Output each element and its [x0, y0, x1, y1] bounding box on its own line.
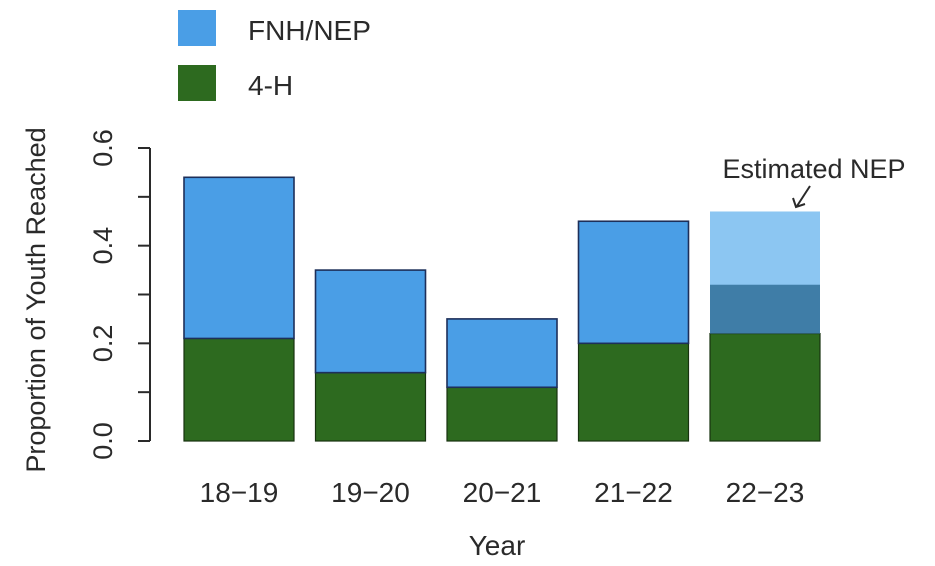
- legend: FNH/NEP 4-H: [178, 10, 371, 101]
- bar-fnh-nep-19-20: [314, 269, 427, 374]
- y-tick-label: 0.4: [88, 227, 118, 265]
- legend-label-4h: 4-H: [248, 70, 293, 101]
- bar-fnh-nep-21-22: [577, 220, 690, 345]
- x-tick-label: 22−23: [726, 477, 805, 508]
- bar-4h-21-22: [577, 342, 690, 442]
- bar-fnh-nep-22-23: [710, 284, 820, 334]
- x-tick-label: 18−19: [200, 477, 279, 508]
- bar-4h-18-19: [183, 337, 295, 442]
- y-axis: 0.0 0.2 0.4 0.6 Proportion of Youth Reached: [21, 127, 151, 473]
- bar-fnh-nep-18-19: [183, 176, 295, 340]
- legend-swatch-fnh-nep: [178, 10, 216, 46]
- x-axis-label: Year: [469, 530, 526, 561]
- y-tick-label: 0.2: [88, 325, 118, 363]
- annotation-arrowhead: [792, 197, 806, 209]
- bar-4h-20-21: [446, 386, 558, 442]
- x-tick-label: 19−20: [331, 477, 410, 508]
- y-tick-label: 0.6: [88, 129, 118, 167]
- legend-label-fnh-nep: FNH/NEP: [248, 15, 371, 46]
- bar-4h-22-23: [709, 332, 821, 442]
- estimated-nep-annotation: Estimated NEP: [722, 154, 906, 209]
- bar-4h-19-20: [314, 372, 427, 442]
- y-tick-label: 0.0: [88, 422, 118, 460]
- bars: [183, 176, 821, 442]
- x-tick-label: 20−21: [463, 477, 542, 508]
- annotation-label: Estimated NEP: [722, 154, 905, 184]
- bar-fnh-nep-20-21: [446, 318, 558, 389]
- x-tick-label: 21−22: [594, 477, 673, 508]
- annotation-arrow: [796, 185, 811, 207]
- x-axis: 18−19 19−20 20−21 21−22 22−23 Year: [200, 477, 805, 561]
- legend-swatch-4h: [178, 65, 216, 101]
- y-axis-label: Proportion of Youth Reached: [21, 127, 51, 472]
